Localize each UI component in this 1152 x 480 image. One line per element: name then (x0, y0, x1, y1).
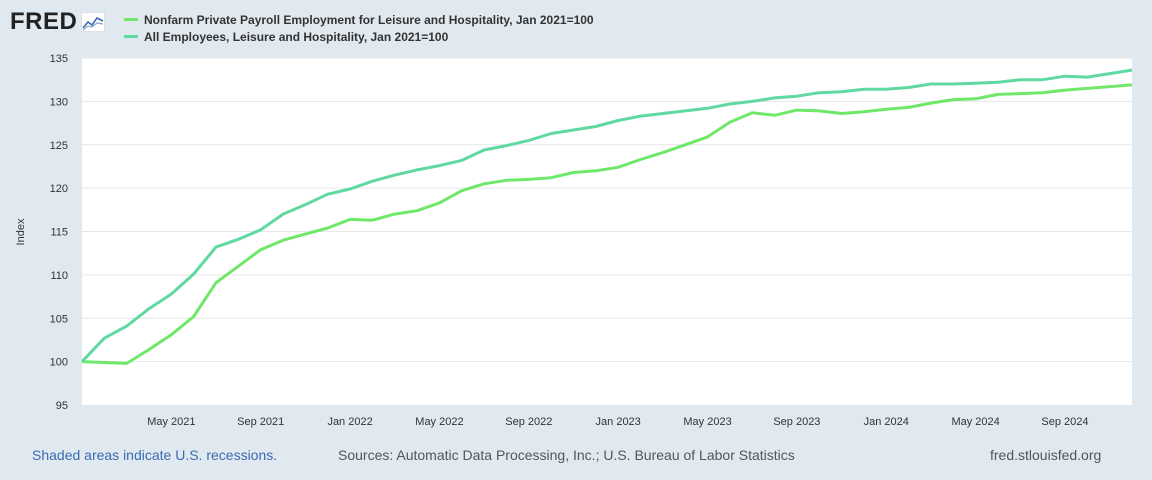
legend-label-all-employees: All Employees, Leisure and Hospitality, … (144, 29, 449, 44)
chart-legend: Nonfarm Private Payroll Employment for L… (124, 11, 594, 45)
x-tick-label: May 2022 (415, 416, 463, 428)
legend-item-all-employees: All Employees, Leisure and Hospitality, … (124, 28, 594, 45)
x-tick-label: Sep 2021 (237, 416, 284, 428)
series-line-private-payroll[interactable] (81, 83, 1133, 365)
y-axis-ticks: 95 100 105 110 115 120 125 130 135 (50, 53, 68, 412)
x-tick-label: Sep 2023 (773, 416, 820, 428)
x-tick-label: Jan 2024 (864, 416, 909, 428)
legend-swatch-private-payroll (124, 18, 138, 21)
site-link[interactable]: fred.stlouisfed.org (990, 447, 1102, 463)
x-tick-label: Jan 2022 (327, 416, 372, 428)
grid-lines (82, 57, 1132, 363)
legend-label-private-payroll: Nonfarm Private Payroll Employment for L… (144, 12, 594, 27)
y-tick-label: 95 (56, 400, 68, 412)
series-line-all-employees[interactable] (80, 68, 1133, 363)
y-tick-label: 135 (50, 53, 68, 65)
series-lines (80, 68, 1133, 365)
fred-logo[interactable]: FRED (10, 8, 106, 36)
x-tick-label: May 2024 (951, 416, 999, 428)
y-tick-label: 125 (50, 140, 68, 152)
recessions-note[interactable]: Shaded areas indicate U.S. recessions. (32, 447, 278, 463)
x-tick-label: May 2023 (683, 416, 731, 428)
y-axis-label: Index (15, 218, 27, 245)
line-chart-icon (81, 12, 106, 32)
y-tick-label: 100 (50, 357, 68, 369)
sources-note: Sources: Automatic Data Processing, Inc.… (338, 447, 795, 463)
y-tick-label: 105 (50, 313, 68, 325)
x-tick-label: Jan 2023 (596, 416, 641, 428)
legend-item-private-payroll: Nonfarm Private Payroll Employment for L… (124, 11, 594, 28)
legend-swatch-all-employees (124, 35, 138, 38)
x-axis-ticks: May 2021 Sep 2021 Jan 2022 May 2022 Sep 2022… (147, 416, 1088, 428)
y-tick-label: 115 (50, 227, 68, 239)
x-tick-label: May 2021 (147, 416, 195, 428)
x-tick-label: Sep 2024 (1041, 416, 1088, 428)
x-tick-label: Sep 2022 (505, 416, 552, 428)
line-chart[interactable]: 95 100 105 110 115 120 125 130 135 May 2021 Sep 2… (0, 0, 1152, 440)
y-tick-label: 120 (50, 183, 68, 195)
y-tick-label: 110 (50, 270, 68, 282)
logo-text: FRED (10, 8, 78, 35)
y-tick-label: 130 (50, 96, 68, 108)
